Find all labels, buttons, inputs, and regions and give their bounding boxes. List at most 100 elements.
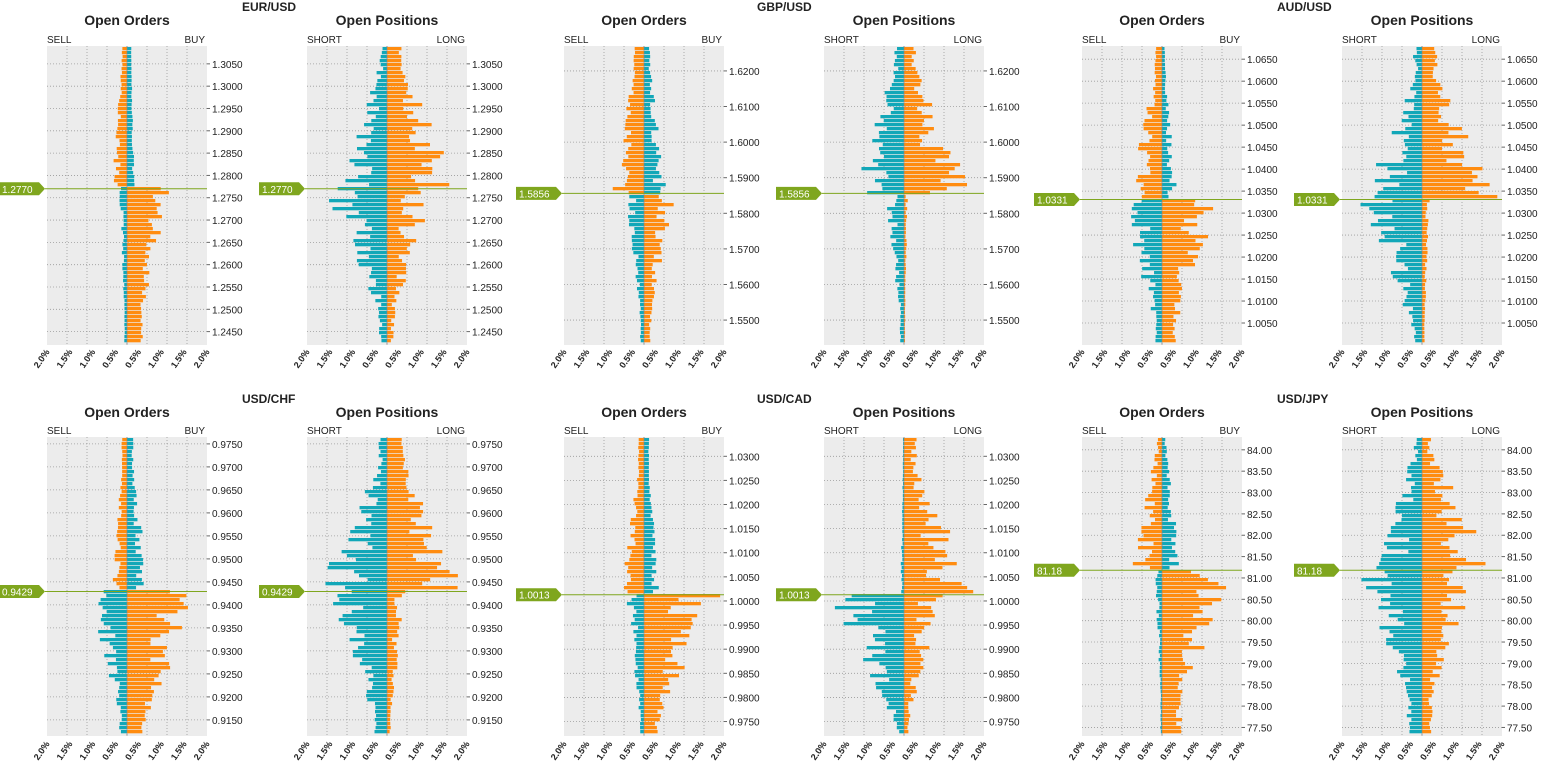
bar-left	[1376, 566, 1422, 570]
y-tick-label: 84.00	[1247, 446, 1272, 457]
bar-right	[127, 490, 137, 494]
bar-left	[381, 335, 387, 339]
x-tick-label: 1.0%	[77, 347, 97, 370]
bar-left	[357, 195, 387, 199]
bar-left	[354, 163, 387, 167]
bar-left	[1159, 674, 1162, 678]
bar-right	[644, 163, 658, 167]
y-tick-label: 1.6100	[729, 103, 760, 114]
bar-left	[903, 482, 904, 486]
bar-left	[889, 87, 904, 91]
x-tick-label: 1.0%	[406, 739, 426, 762]
bar-left	[1416, 47, 1422, 51]
bar-right	[644, 183, 666, 187]
bar-left	[640, 710, 644, 714]
bar-right	[1422, 271, 1426, 275]
bar-left	[626, 582, 644, 586]
bar-right	[387, 646, 394, 650]
x-tick-label: 1.0%	[663, 347, 683, 370]
bar-left	[122, 438, 127, 442]
bar-left	[631, 550, 644, 554]
bar-right	[644, 454, 650, 458]
bar-right	[1162, 646, 1205, 650]
bar-left	[1397, 618, 1422, 622]
bar-right	[644, 478, 649, 482]
bar-left	[640, 730, 644, 734]
bar-right	[904, 95, 923, 99]
bar-left	[902, 538, 904, 542]
bars	[1131, 47, 1214, 343]
bar-left	[1144, 506, 1162, 510]
bar-left	[901, 578, 904, 582]
bar-right	[1162, 335, 1175, 339]
bar-left	[120, 486, 127, 490]
bar-left	[1147, 111, 1162, 115]
bar-right	[644, 538, 656, 542]
y-tick-label: 0.9850	[729, 669, 760, 680]
bar-left	[1392, 646, 1422, 650]
bar-left	[638, 474, 644, 478]
bar-right	[127, 231, 161, 235]
y-tick-label: 1.0600	[1247, 77, 1278, 88]
bar-right	[1422, 315, 1425, 319]
bar-right	[644, 450, 649, 454]
bar-left	[636, 610, 644, 614]
bar-left	[632, 614, 644, 618]
bar-right	[387, 215, 413, 219]
bar-right	[1162, 183, 1177, 187]
bar-right	[387, 526, 433, 530]
bar-right	[1422, 51, 1436, 55]
bar-right	[1162, 470, 1170, 474]
bar-left	[109, 642, 127, 646]
bar-left	[635, 526, 644, 530]
bar-left	[376, 502, 387, 506]
bar-right	[644, 690, 671, 694]
bar-left	[1159, 654, 1162, 658]
bar-left	[885, 630, 904, 634]
bar-left	[634, 63, 644, 67]
bar-right	[1422, 335, 1425, 339]
bar-right	[644, 518, 653, 522]
bar-right	[1422, 263, 1426, 267]
bar-right	[644, 67, 649, 71]
bar-left	[875, 602, 904, 606]
bar-left	[630, 103, 644, 107]
x-tick-label: 1.5%	[169, 739, 189, 762]
bar-right	[1162, 167, 1171, 171]
bar-left	[1403, 666, 1422, 670]
x-tick-label: 1.0%	[1112, 347, 1132, 370]
bar-right	[904, 666, 924, 670]
bar-right	[1422, 446, 1430, 450]
bar-left	[875, 682, 904, 686]
bar-left	[120, 546, 127, 550]
price-flag-shape	[1294, 563, 1340, 577]
bar-left	[107, 662, 127, 666]
bar-right	[904, 474, 918, 478]
bar-right	[904, 578, 941, 582]
bar-left	[357, 147, 387, 151]
bar-left	[372, 486, 387, 490]
bar-right	[644, 283, 652, 287]
y-tick-label: 1.5800	[989, 209, 1020, 220]
bar-left	[121, 458, 127, 462]
bar-left	[124, 255, 127, 259]
bar-left	[370, 247, 387, 251]
bar-right	[387, 694, 393, 698]
bar-right	[644, 694, 661, 698]
bar-right	[387, 307, 395, 311]
bar-right	[1162, 307, 1176, 311]
bar-right	[1422, 63, 1438, 67]
bar-right	[387, 462, 404, 466]
y-tick-label: 81.00	[1247, 574, 1272, 585]
bar-left	[902, 510, 904, 514]
bar-left	[636, 682, 644, 686]
bar-left	[624, 562, 644, 566]
bar-left	[872, 654, 904, 658]
bar-right	[127, 578, 142, 582]
bar-left	[896, 255, 904, 259]
bar-left	[866, 646, 904, 650]
bar-left	[1155, 482, 1162, 486]
bar-right	[644, 215, 657, 219]
bar-right	[127, 207, 157, 211]
bar-right	[127, 598, 180, 602]
